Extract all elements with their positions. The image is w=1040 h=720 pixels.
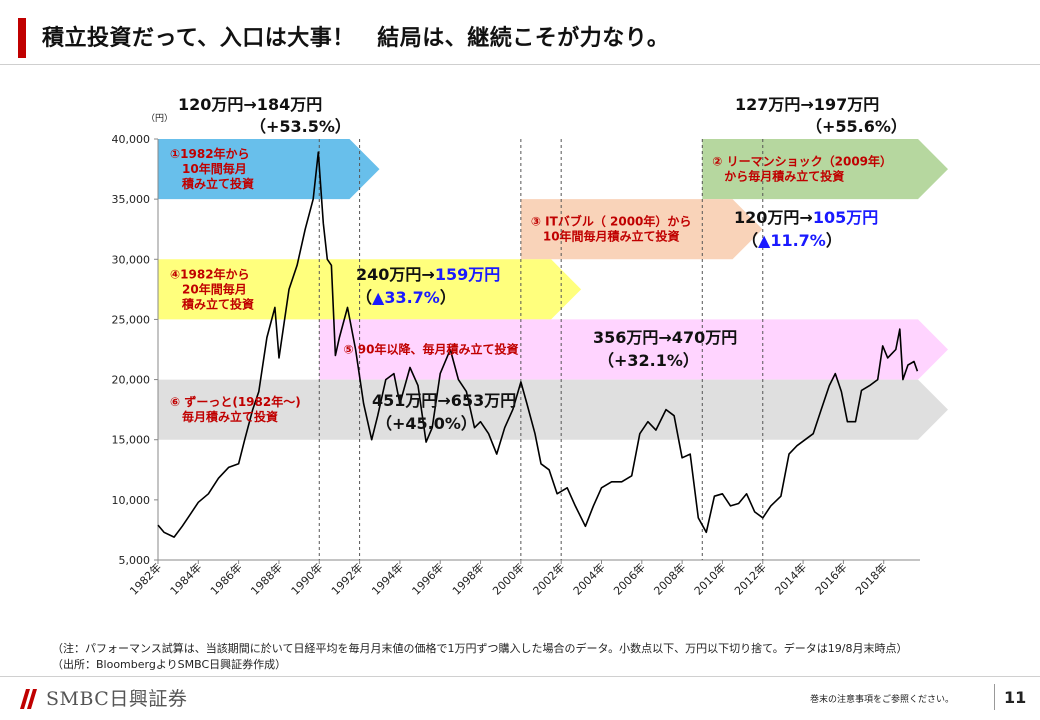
y-tick-label: 25,000: [112, 313, 151, 326]
band-label-5: ⑤ 90年以降、毎月積み立て投資: [343, 342, 518, 357]
logo-mark-icon: [18, 685, 40, 711]
result-change-ann-6: （+45.0%）: [376, 414, 477, 433]
y-tick-label: 5,000: [119, 554, 151, 567]
page-number-separator: [994, 684, 995, 710]
result-change-ann-2: （+55.6%）: [806, 117, 907, 136]
title-divider: [0, 64, 1040, 65]
x-tick-label: 1988年: [248, 560, 285, 597]
y-tick-label: 20,000: [112, 374, 151, 387]
x-tick-label: 2000年: [490, 560, 527, 597]
result-start-value: 120万円→: [734, 208, 813, 227]
disclaimer: 巻末の注意事項をご参照ください。: [810, 695, 955, 705]
result-change-ann-5: （+32.1%）: [598, 351, 699, 370]
result-change-ann-4: （▲33.7%）: [356, 288, 456, 307]
band-label-line: ② リーマンショック（2009年）: [712, 154, 892, 169]
paren: ）: [826, 231, 842, 250]
band-label-line: 20年間毎月: [170, 281, 247, 296]
paren: ）: [440, 288, 456, 307]
result-change-ann-1: （+53.5%）: [250, 117, 351, 136]
band-label-line: ③ ITバブル（ 2000年）から: [531, 214, 692, 229]
y-tick-label: 40,000: [112, 133, 151, 146]
band-label-line: 毎月積み立て投資: [170, 409, 278, 424]
result-start-value: 240万円→: [356, 265, 435, 284]
result-start-value: 127万円→197万円: [735, 95, 879, 114]
band-label-line: から毎月積み立て投資: [712, 169, 844, 184]
x-tick-label: 1994年: [369, 560, 406, 597]
band-label-1: ①1982年から 10年間毎月 積み立て投資: [170, 146, 254, 191]
x-tick-label: 1992年: [328, 560, 365, 597]
logo-text: SMBC日興証券: [46, 688, 188, 710]
x-tick-label: 2018年: [852, 560, 889, 597]
nikkei-chart: 5,000 10,000 15,000 20,000 25,000 30,000 35,00…: [112, 95, 948, 598]
x-tick-label: 1984年: [167, 560, 204, 597]
page-title: 積立投資だって、入口は大事！ 結局は、継続こそが力なり。: [42, 26, 670, 51]
x-tick-label: 2008年: [651, 560, 688, 597]
result-ann-4: 240万円→159万円: [356, 265, 500, 284]
y-tick-label: 35,000: [112, 193, 151, 206]
page-number: 11: [1004, 688, 1027, 707]
band-label-line: ⑥ ずーっと(1982年～): [170, 394, 301, 409]
result-ann-1: 120万円→184万円: [178, 95, 322, 114]
band-label-line: 10年間毎月積み立て投資: [531, 229, 680, 244]
result-ann-5: 356万円→470万円: [593, 328, 737, 347]
note-line-2: （出所：BloombergよりSMBC日興証券作成）: [52, 658, 287, 671]
x-tick-label: 1990年: [288, 560, 325, 597]
title-accent-bar: [18, 18, 26, 58]
x-tick-label: 2012年: [731, 560, 768, 597]
loss-percent: ▲11.7%: [758, 231, 826, 250]
result-ann-6: 451万円→653万円: [372, 391, 516, 410]
footer-divider: [0, 676, 1040, 677]
y-unit-label: （円）: [146, 113, 173, 124]
result-ann-3: 120万円→105万円: [734, 208, 878, 227]
result-end-value: 105万円: [813, 208, 878, 227]
nikkei-price-line: [157, 151, 919, 538]
band-label-2: ② リーマンショック（2009年） から毎月積み立て投資: [712, 154, 892, 184]
y-tick-label: 30,000: [112, 253, 151, 266]
x-tick-label: 2010年: [691, 560, 728, 597]
band-label-6: ⑥ ずーっと(1982年～) 毎月積み立て投資: [170, 394, 301, 424]
x-tick-label: 1996年: [409, 560, 446, 597]
band-arrow-1: [158, 139, 380, 200]
band-label-4: ④1982年から 20年間毎月 積み立て投資: [170, 266, 254, 311]
x-tick-label: 1986年: [207, 560, 244, 597]
band-label-line: 積み立て投資: [170, 176, 254, 191]
y-tick-label: 15,000: [112, 434, 151, 447]
x-tick-label: 2004年: [570, 560, 607, 597]
band-label-3: ③ ITバブル（ 2000年）から 10年間毎月積み立て投資: [531, 214, 692, 244]
band-arrow-2: [702, 139, 948, 200]
result-start-value: 451万円→653万円: [372, 391, 516, 410]
band-label-line: 10年間毎月: [170, 161, 247, 176]
x-tick-label: 1998年: [449, 560, 486, 597]
band-label-line: ①1982年から: [170, 146, 250, 161]
x-tick-label: 2006年: [610, 560, 647, 597]
band-arrow-5: [319, 319, 948, 380]
paren: （: [742, 231, 758, 250]
band-arrow-4: [158, 259, 582, 320]
loss-percent: ▲33.7%: [372, 288, 440, 307]
result-start-value: 356万円→470万円: [593, 328, 737, 347]
company-logo: SMBC日興証券: [18, 684, 187, 711]
result-end-value: 159万円: [435, 265, 500, 284]
x-tick-label: 2014年: [772, 560, 809, 597]
note-line-1: （注：パフォーマンス試算は、当該期間に於いて日経平均を毎月月末値の価格で1万円ず…: [52, 642, 908, 655]
band-label-line: 積み立て投資: [170, 296, 254, 311]
band-arrow-6: [158, 379, 948, 440]
result-ann-2: 127万円→197万円: [735, 95, 879, 114]
paren: （: [356, 288, 372, 307]
y-tick-label: 10,000: [112, 494, 151, 507]
result-start-value: 120万円→184万円: [178, 95, 322, 114]
band-label-line: ⑤ 90年以降、毎月積み立て投資: [343, 342, 518, 357]
x-tick-label: 2016年: [812, 560, 849, 597]
band-arrow-3: [520, 199, 763, 260]
band-label-line: ④1982年から: [170, 266, 250, 281]
result-change-ann-3: （▲11.7%）: [742, 231, 842, 250]
x-tick-label: 2002年: [530, 560, 567, 597]
